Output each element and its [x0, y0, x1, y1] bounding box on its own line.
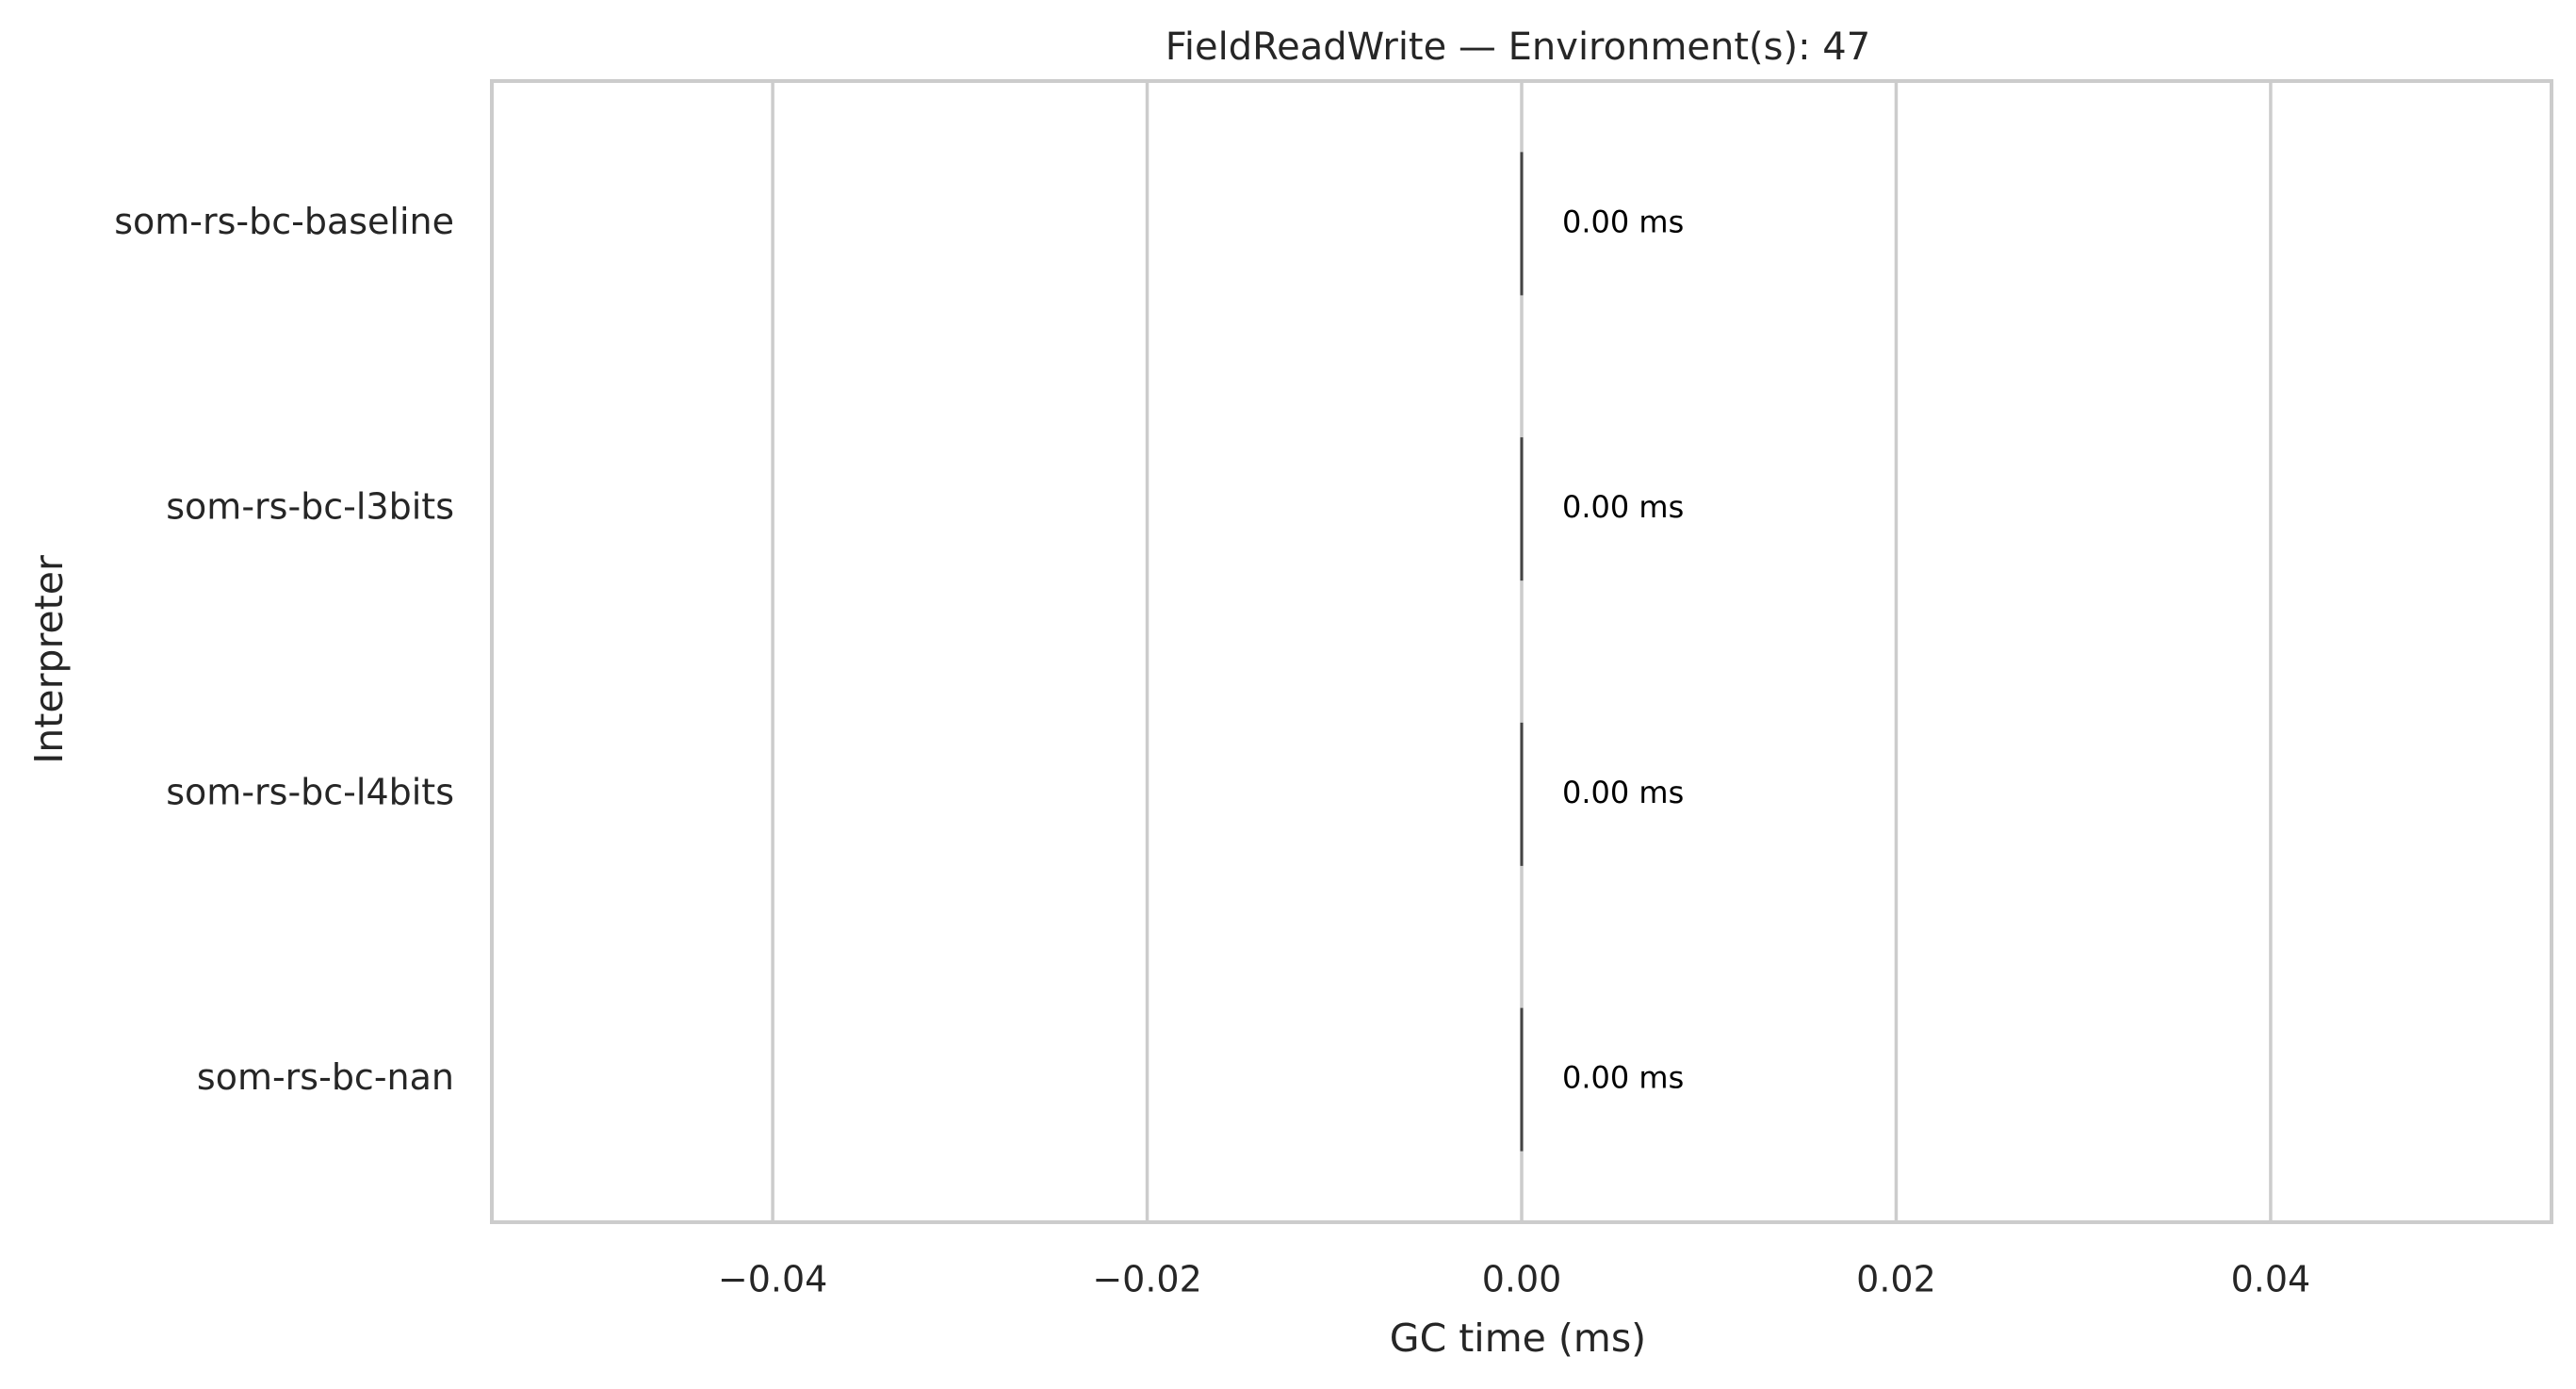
y-tick-label: som-rs-bc-nan	[197, 1056, 454, 1098]
x-tick-label: −0.04	[718, 1259, 827, 1300]
x-tick-labels: −0.04 −0.02 0.00 0.02 0.04	[718, 1259, 2310, 1300]
plot-frame	[490, 79, 2553, 1224]
x-tick-label: 0.00	[1482, 1259, 1562, 1300]
y-tick-labels: som-rs-bc-baseline som-rs-bc-l3bits som-rs…	[114, 201, 454, 1098]
value-label: 0.00 ms	[1562, 775, 1684, 810]
x-tick-label: −0.02	[1092, 1259, 1201, 1300]
value-labels: 0.00 ms 0.00 ms 0.00 ms 0.00 ms	[1562, 204, 1684, 1095]
value-label: 0.00 ms	[1562, 1060, 1684, 1096]
y-axis-label: Interpreter	[26, 555, 72, 764]
y-tick-label: som-rs-bc-l3bits	[166, 486, 454, 528]
value-label: 0.00 ms	[1562, 489, 1684, 525]
y-tick-label: som-rs-bc-l4bits	[166, 771, 454, 812]
y-tick-label: som-rs-bc-baseline	[114, 201, 454, 242]
value-label: 0.00 ms	[1562, 204, 1684, 239]
x-axis-label: GC time (ms)	[1390, 1315, 1646, 1361]
chart-title: FieldReadWrite — Environment(s): 47	[1166, 25, 1870, 69]
x-tick-label: 0.02	[1856, 1259, 1936, 1300]
x-tick-label: 0.04	[2231, 1259, 2311, 1300]
